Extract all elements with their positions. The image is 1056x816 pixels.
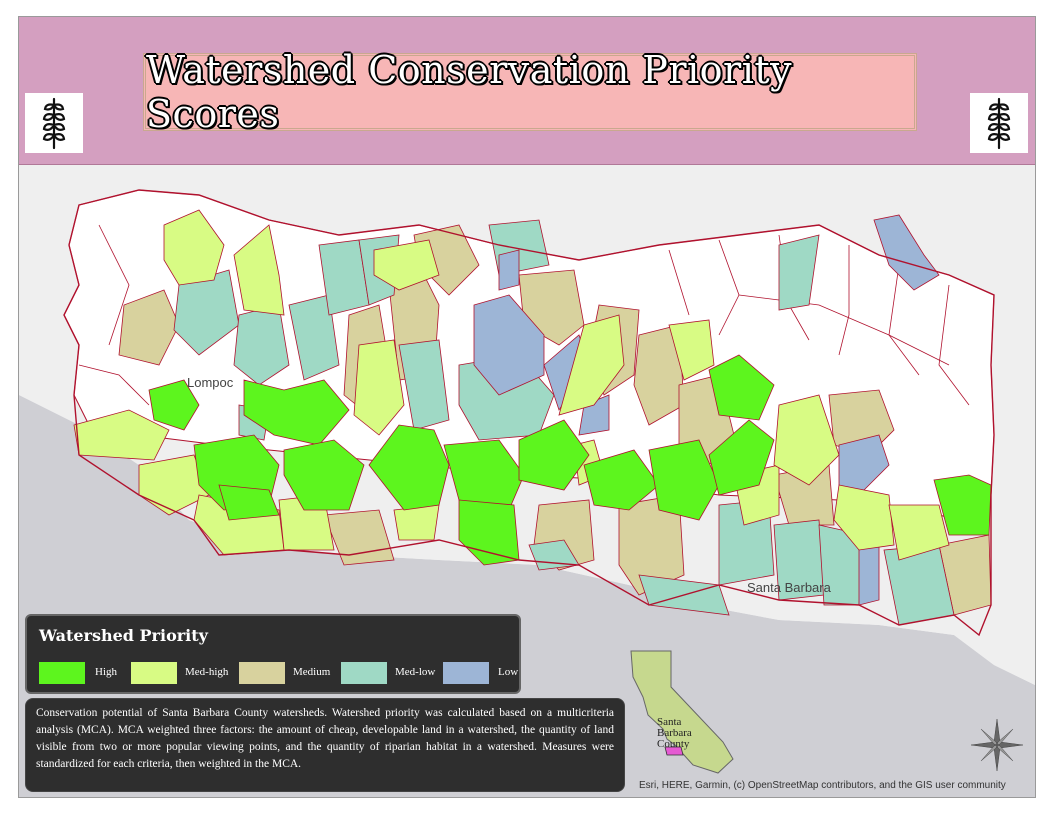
watershed-med-high — [163, 209, 225, 286]
watershed-high — [368, 424, 450, 511]
legend-swatch-low — [443, 662, 489, 684]
watershed-low — [498, 249, 520, 291]
watershed-med-low — [173, 269, 240, 356]
ocean — [19, 395, 1035, 797]
watershed-high — [443, 439, 525, 511]
watershed-med-low — [778, 234, 820, 311]
legend-label-low: Low — [498, 666, 519, 678]
watershed-high — [243, 379, 350, 446]
map-layout: Watershed Conservation Priority Scores — [18, 16, 1036, 798]
watershed-low — [838, 434, 890, 496]
watershed-med-high — [888, 504, 950, 561]
watershed-med-high — [833, 484, 895, 551]
watershed-medium — [118, 289, 180, 366]
inset-label-line1: Santa — [657, 716, 682, 728]
legend-panel: Watershed Priority High Med-high Medium … — [25, 614, 521, 694]
california-shape — [630, 650, 734, 774]
santa-barbara-highlight — [664, 746, 684, 756]
watershed-high — [708, 354, 775, 421]
place-label-santa-barbara: Santa Barbara — [747, 580, 832, 595]
watershed-high — [933, 474, 992, 536]
legend-swatch-high — [39, 662, 85, 684]
watershed-high — [148, 379, 200, 431]
legend-label-high: High — [95, 666, 117, 678]
watershed-high — [583, 449, 660, 511]
watershed-med-low — [398, 339, 450, 431]
wheat-icon — [25, 93, 83, 153]
map-title: Watershed Conservation Priority Scores — [146, 48, 793, 136]
wheat-icon — [970, 93, 1028, 153]
watershed-high — [648, 439, 720, 521]
watershed-med-low — [288, 294, 340, 381]
watershed-med-high — [138, 454, 210, 516]
compass-rose-icon — [970, 718, 1024, 772]
watershed-high — [283, 439, 365, 511]
title-banner: Watershed Conservation Priority Scores — [19, 17, 1035, 165]
legend-label-med-low: Med-low — [395, 666, 436, 678]
watershed-high — [708, 419, 775, 496]
watershed-med-high — [373, 239, 440, 291]
watershed-med-high — [353, 339, 405, 436]
watershed-medium — [323, 509, 395, 566]
title-box: Watershed Conservation Priority Scores — [143, 48, 917, 136]
watershed-med-high — [668, 319, 715, 381]
inset-label-line3: County — [657, 738, 690, 750]
watershed-high — [218, 484, 280, 521]
legend-label-med-high: Med-high — [185, 666, 229, 678]
legend-swatch-medium — [239, 662, 285, 684]
legend-label-medium: Medium — [293, 666, 331, 678]
watershed-high — [518, 419, 590, 491]
watershed-med-high — [773, 394, 840, 486]
watershed-low — [873, 214, 940, 291]
inset-label-line2: Barbara — [657, 727, 692, 739]
legend-swatch-med-low — [341, 662, 387, 684]
map-description: Conservation potential of Santa Barbara … — [25, 698, 625, 792]
county-outline — [63, 189, 995, 637]
legend-title: Watershed Priority — [39, 626, 208, 645]
watershed-med-high — [558, 314, 625, 416]
california-inset-map: Santa Barbara County — [630, 650, 734, 774]
place-label-lompoc: Lompoc — [187, 375, 234, 390]
watershed-med-high — [393, 504, 440, 541]
watershed-med-high — [233, 224, 285, 316]
attribution-text: Esri, HERE, Garmin, (c) OpenStreetMap co… — [639, 780, 1006, 791]
watershed-low — [473, 294, 545, 396]
legend-swatch-med-high — [131, 662, 177, 684]
watershed-map: Lompoc Santa Barbara — [19, 165, 1035, 797]
